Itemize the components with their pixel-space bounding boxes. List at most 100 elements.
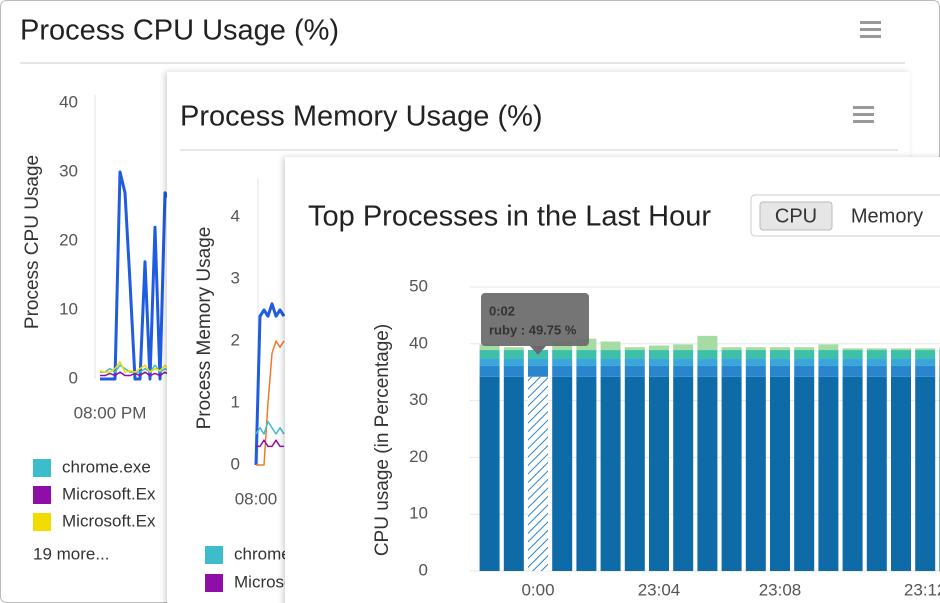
legend-swatch: [33, 459, 51, 477]
y-tick-label: 10: [59, 299, 78, 318]
bar-segment: [600, 358, 621, 366]
top-processes-card: Top Processes in the Last Hour CPU usage …: [285, 157, 940, 603]
bar-segment: [697, 350, 718, 359]
y-tick-label: 2: [231, 330, 240, 349]
chart-title: Process Memory Usage (%): [180, 101, 543, 133]
bar-segment: [842, 376, 863, 571]
legend-label[interactable]: Microsoft.Ex: [62, 511, 156, 530]
series-line: [254, 302, 286, 466]
bar-segment: [697, 358, 718, 366]
bar-segment: [794, 376, 815, 571]
series-line: [256, 439, 284, 448]
bar-segment: [891, 365, 911, 377]
bar-segment: [552, 358, 573, 366]
toggle-button[interactable]: CPU: [775, 205, 817, 227]
bar-segment: [891, 358, 911, 366]
toggle-button[interactable]: Memory: [851, 205, 923, 227]
legend-swatch: [205, 546, 223, 564]
bar-segment: [891, 376, 911, 571]
bar-segment: [697, 365, 718, 377]
y-tick-label: 0: [419, 560, 428, 579]
bar-segment: [721, 376, 742, 571]
y-axis-label: Process Memory Usage: [194, 227, 215, 430]
y-tick-label: 0: [231, 454, 240, 473]
bar-segment: [649, 350, 669, 359]
bar-segment: [624, 347, 645, 351]
bar-segment: [673, 344, 694, 351]
bar-segment: [528, 376, 548, 571]
bar-segment: [479, 350, 500, 359]
y-tick-label: 20: [59, 230, 78, 249]
bar-segment: [770, 347, 790, 351]
bar-segment: [576, 365, 597, 377]
bar-segment: [818, 376, 839, 571]
chart-title: Process CPU Usage (%): [20, 15, 339, 47]
bar-segment: [552, 376, 573, 571]
bar-segment: [600, 350, 621, 359]
bar-segment: [770, 365, 790, 377]
bar-segment: [915, 348, 936, 351]
bar-segment: [818, 350, 839, 359]
y-tick-label: 10: [409, 504, 428, 523]
bar-segment: [818, 358, 839, 366]
bar-segment: [624, 365, 645, 377]
bar-segment: [745, 376, 766, 571]
bar-segment: [503, 347, 524, 351]
tooltip-text: ruby : 49.75 %: [489, 322, 577, 337]
bar-segment: [915, 350, 936, 359]
bar-segment: [891, 350, 911, 359]
bar-segment: [866, 348, 887, 351]
menu-button[interactable]: [853, 106, 874, 123]
bar-segment: [552, 350, 573, 359]
bar-segment: [479, 358, 500, 366]
bar-segment: [697, 335, 718, 351]
bar-segment: [794, 358, 815, 366]
y-tick-label: 30: [59, 161, 78, 180]
bar-segment: [624, 358, 645, 366]
bar-segment: [891, 348, 911, 351]
bar-segment: [673, 376, 694, 571]
x-tick-label: 0:00: [521, 580, 554, 599]
legend-label[interactable]: chrome.exe: [62, 457, 151, 476]
bar-segment: [818, 365, 839, 377]
bar-segment: [576, 358, 597, 366]
bar-segment: [794, 350, 815, 359]
bar-segment: [673, 365, 694, 377]
bar-segment: [745, 350, 766, 359]
bar-segment: [697, 376, 718, 571]
bar-segment: [818, 344, 839, 351]
y-tick-label: 40: [409, 333, 428, 352]
bar-segment: [649, 345, 669, 351]
legend-label[interactable]: Microsoft.Ex: [62, 484, 156, 503]
bar-segment: [915, 365, 936, 377]
x-tick-label: 08:00: [235, 489, 278, 508]
tooltip-pointer: [530, 346, 546, 355]
bar-segment: [552, 365, 573, 377]
legend-swatch: [33, 513, 51, 531]
bar-segment: [624, 350, 645, 359]
y-tick-label: 50: [409, 276, 428, 295]
legend-swatch: [33, 486, 51, 504]
y-axis-label: Process CPU Usage: [22, 155, 43, 329]
bar-segment: [794, 365, 815, 377]
bar-segment: [721, 365, 742, 377]
x-tick-label: 23:08: [759, 580, 802, 599]
legend-more[interactable]: 19 more...: [33, 544, 110, 563]
bar-segment: [866, 358, 887, 366]
bar-segment: [770, 350, 790, 359]
y-tick-label: 30: [409, 390, 428, 409]
bar-segment: [842, 358, 863, 366]
bar-segment: [503, 358, 524, 366]
menu-button[interactable]: [860, 21, 881, 38]
bar-segment: [866, 350, 887, 359]
bar-segment: [649, 358, 669, 366]
bar-segment: [600, 341, 621, 351]
bar-segment: [503, 365, 524, 377]
bar-segment: [649, 376, 669, 571]
y-tick-label: 20: [409, 447, 428, 466]
series-line: [99, 361, 176, 373]
bar-segment: [794, 347, 815, 351]
bar-segment: [479, 365, 500, 377]
bar-segment: [721, 347, 742, 351]
bar-segment: [600, 365, 621, 377]
